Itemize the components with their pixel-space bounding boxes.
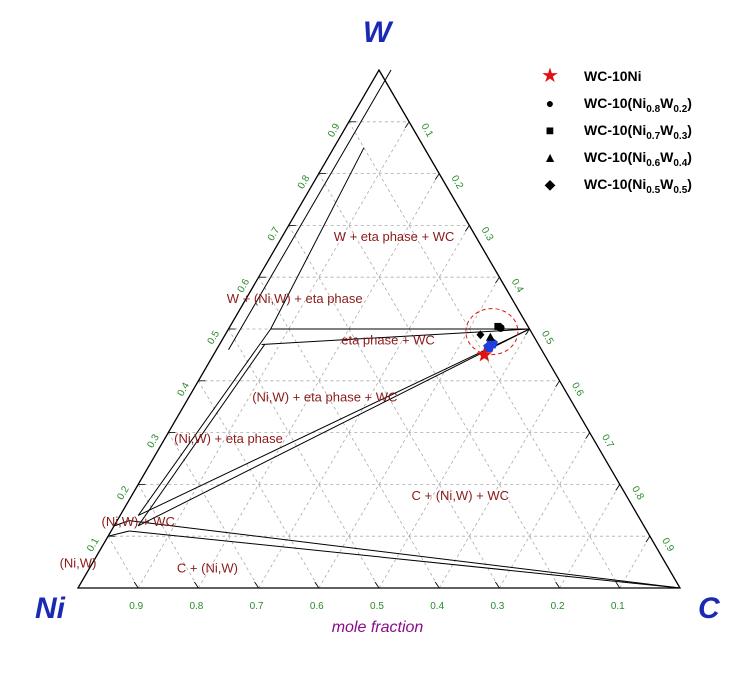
- tick-label-bottom: 0.4: [430, 601, 444, 612]
- tick-mark: [434, 173, 440, 180]
- tick-mark: [585, 432, 591, 439]
- tick-label-bottom: 0.6: [310, 601, 324, 612]
- tick-label-right: 0.6: [569, 381, 586, 399]
- tick-mark: [495, 276, 500, 284]
- tick-mark: [555, 380, 560, 388]
- corner-label-w: W: [363, 16, 392, 49]
- phase-boundary: [129, 530, 681, 589]
- tick-mark: [525, 328, 530, 336]
- grid-line: [258, 225, 470, 589]
- phase-region-label: eta phase + WC: [341, 333, 435, 348]
- tick-mark: [374, 581, 380, 589]
- phase-boundary: [137, 328, 530, 527]
- phase-region-label: (Ni,W) + WC: [102, 514, 175, 529]
- data-point-triangle: [485, 332, 495, 341]
- data-point-diamond: [476, 330, 485, 340]
- tick-mark: [615, 581, 621, 589]
- highlight-circle: [465, 308, 519, 356]
- tick-mark: [404, 121, 410, 129]
- grid-line: [318, 173, 560, 589]
- tick-mark: [495, 581, 500, 589]
- phase-boundary: [137, 328, 272, 516]
- phase-region-label: (Ni,W) + eta phase + WC: [252, 390, 397, 405]
- tick-mark: [434, 581, 440, 589]
- grid-line: [559, 484, 621, 589]
- tick-label-right: 0.4: [509, 277, 526, 295]
- grid-line: [288, 225, 500, 589]
- tick-label-right: 0.5: [539, 329, 556, 347]
- tick-label-bottom: 0.2: [551, 601, 565, 612]
- circle-icon: ●: [545, 95, 555, 111]
- phase-boundary: [129, 520, 681, 589]
- phase-boundary: [107, 530, 130, 537]
- legend-label: WC-10(Ni0.7W0.3): [584, 122, 692, 142]
- phase-region-label: W + (Ni,W) + eta phase: [227, 291, 363, 306]
- tick-mark: [464, 225, 470, 232]
- phase-boundary: [378, 69, 530, 330]
- tick-label-right: 0.1: [419, 122, 436, 140]
- grid-line: [198, 173, 440, 589]
- tick-label-right: 0.7: [599, 433, 616, 451]
- tick-label-bottom: 0.1: [611, 601, 625, 612]
- diamond-icon: ◆: [544, 176, 556, 192]
- tick-label-bottom: 0.9: [129, 601, 143, 612]
- tick-mark: [555, 581, 560, 589]
- tick-label-right: 0.8: [629, 484, 646, 502]
- legend-label: WC-10(Ni0.8W0.2): [584, 95, 692, 115]
- legend-label: WC-10(Ni0.5W0.5): [584, 176, 692, 196]
- corner-label-ni: Ni: [35, 592, 65, 625]
- phase-region-label: (Ni,W) + eta phase: [174, 431, 283, 446]
- grid-line: [137, 121, 410, 589]
- tick-label-right: 0.9: [659, 536, 676, 554]
- tick-label-bottom: 0.8: [189, 601, 203, 612]
- phase-boundary: [113, 520, 130, 527]
- phase-region-label: C + (Ni,W): [177, 560, 238, 575]
- grid-line: [438, 380, 560, 589]
- phase-region-label: C + (Ni,W) + WC: [412, 488, 510, 503]
- legend-label: WC-10(Ni0.6W0.4): [584, 149, 692, 169]
- data-point-square: [494, 322, 502, 330]
- phase-boundary: [137, 344, 266, 527]
- tick-label-bottom: 0.3: [490, 601, 504, 612]
- tick-mark: [194, 581, 199, 589]
- tick-mark: [314, 581, 320, 589]
- tick-mark: [133, 581, 139, 589]
- data-point-star: [476, 346, 492, 362]
- grid-line: [228, 328, 380, 589]
- tick-label-right: 0.3: [479, 225, 496, 243]
- tick-label-bottom: 0.5: [370, 601, 384, 612]
- tick-mark: [254, 581, 259, 589]
- phase-region-label: (Ni,W): [60, 555, 97, 570]
- triangle-icon: ▲: [543, 149, 557, 165]
- grid-line: [107, 535, 139, 589]
- corner-label-c: C: [698, 592, 720, 625]
- grid-line: [378, 328, 530, 589]
- tick-label-right: 0.2: [449, 174, 466, 192]
- axis-title: mole fraction: [331, 619, 424, 636]
- phase-region-label: W + eta phase + WC: [334, 229, 455, 244]
- star-icon: ★: [541, 65, 559, 87]
- tick-mark: [615, 484, 621, 491]
- grid-line: [499, 432, 591, 589]
- square-icon: ■: [545, 122, 555, 138]
- phase-boundary: [137, 328, 530, 516]
- grid-line: [198, 380, 320, 589]
- tick-mark: [645, 535, 651, 543]
- phase-boundary: [228, 69, 392, 350]
- grid-line: [619, 535, 651, 589]
- tick-label-bottom: 0.7: [250, 601, 264, 612]
- phase-boundary: [270, 147, 365, 330]
- legend-label: WC-10Ni: [584, 68, 642, 84]
- phase-boundary: [261, 328, 530, 346]
